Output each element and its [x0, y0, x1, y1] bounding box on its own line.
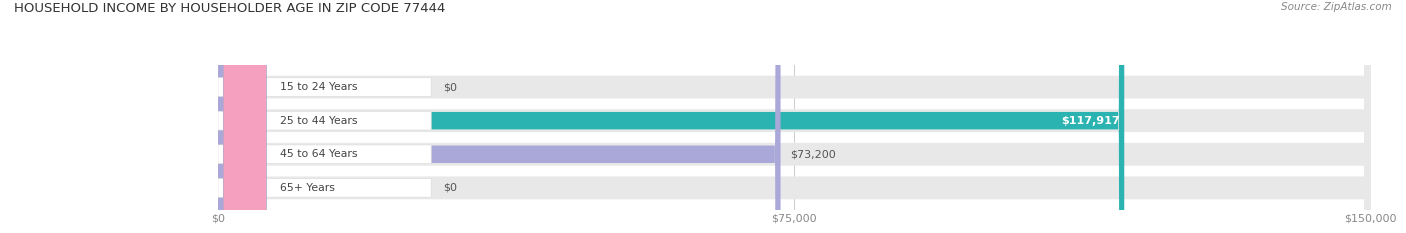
Text: $73,200: $73,200: [790, 149, 835, 159]
FancyBboxPatch shape: [218, 0, 1371, 233]
FancyBboxPatch shape: [218, 78, 432, 96]
Text: $117,917: $117,917: [1062, 116, 1119, 126]
FancyBboxPatch shape: [218, 0, 1371, 233]
Text: 65+ Years: 65+ Years: [280, 183, 335, 193]
Text: $0: $0: [443, 183, 457, 193]
FancyBboxPatch shape: [218, 0, 1371, 233]
FancyBboxPatch shape: [218, 0, 1125, 233]
FancyBboxPatch shape: [218, 111, 432, 130]
Text: 25 to 44 Years: 25 to 44 Years: [280, 116, 357, 126]
Circle shape: [224, 0, 266, 233]
Text: 45 to 64 Years: 45 to 64 Years: [280, 149, 357, 159]
Circle shape: [224, 0, 266, 233]
Text: Source: ZipAtlas.com: Source: ZipAtlas.com: [1281, 2, 1392, 12]
FancyBboxPatch shape: [218, 0, 1371, 233]
FancyBboxPatch shape: [218, 178, 432, 197]
FancyBboxPatch shape: [218, 0, 780, 233]
Text: $0: $0: [443, 82, 457, 92]
Circle shape: [224, 0, 266, 233]
Text: HOUSEHOLD INCOME BY HOUSEHOLDER AGE IN ZIP CODE 77444: HOUSEHOLD INCOME BY HOUSEHOLDER AGE IN Z…: [14, 2, 446, 15]
Text: 15 to 24 Years: 15 to 24 Years: [280, 82, 357, 92]
FancyBboxPatch shape: [218, 145, 432, 164]
Circle shape: [224, 0, 266, 233]
